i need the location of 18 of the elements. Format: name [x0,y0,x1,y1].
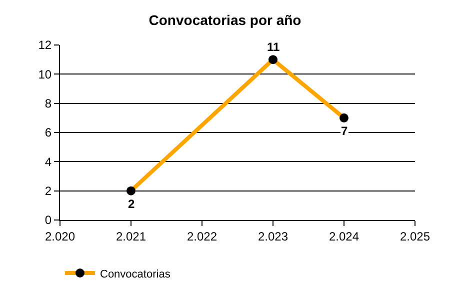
y-tick-label: 10 [38,67,52,82]
x-tick-label: 2.025 [400,229,430,244]
x-tick-label: 2.022 [186,229,218,244]
x-tick-label: 2.024 [328,229,360,244]
y-tick-label: 2 [44,184,52,198]
x-tick-label: 2.020 [44,229,76,244]
x-tick-label: 2.021 [116,229,146,244]
data-label: 2 [128,197,135,211]
legend-label: Convocatorias [100,268,171,280]
data-label: 11 [267,40,280,54]
chart-title: Convocatorias por año [148,12,302,28]
y-tick-label: 8 [44,96,52,111]
data-label: 7 [341,124,348,138]
y-tick-label: 0 [44,213,52,228]
y-tick-label: 4 [44,154,52,169]
y-tick-label: 6 [44,126,52,140]
x-tick-label: 2.023 [258,229,288,244]
y-tick-label: 12 [38,38,52,52]
